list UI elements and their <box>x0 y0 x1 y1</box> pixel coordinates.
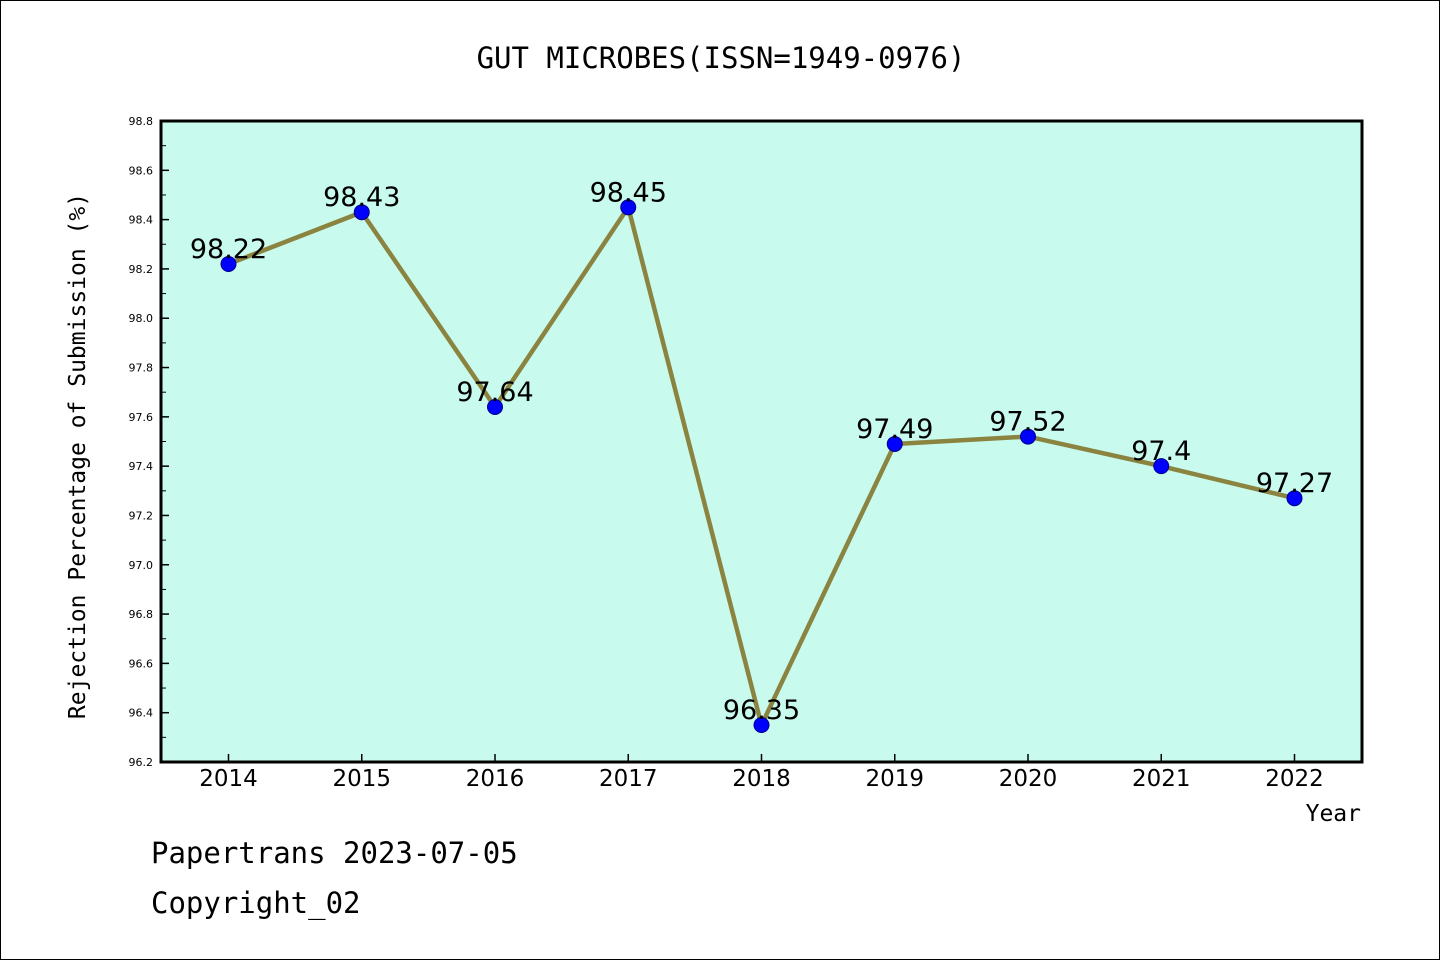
y-tick-label: 97.8 <box>129 362 154 375</box>
footer-date-text: Papertrans 2023-07-05 <box>151 836 518 870</box>
data-label: 98.43 <box>323 182 400 213</box>
series-group: 98.22 98.43 97.64 98.45 96.35 97.49 97.52 97.4 9… <box>190 177 1333 734</box>
data-label: 97.64 <box>456 377 533 408</box>
y-tick-label: 97.4 <box>129 460 154 473</box>
x-tick-label: 2016 <box>466 766 525 792</box>
y-tick-label: 96.8 <box>129 608 154 621</box>
y-tick-label: 98.6 <box>129 164 154 177</box>
y-tick-label: 97.6 <box>129 411 154 424</box>
data-label: 98.45 <box>590 177 667 208</box>
x-tick-label: 2019 <box>865 766 924 792</box>
footer-copyright-text: Copyright_02 <box>151 886 361 920</box>
y-tick-label: 98.4 <box>129 214 154 227</box>
data-label: 97.4 <box>1131 436 1191 467</box>
data-point <box>1286 490 1303 507</box>
x-tick-label: 2015 <box>332 766 391 792</box>
y-tick-label: 98.0 <box>129 312 154 325</box>
data-point <box>487 398 503 415</box>
x-tick-label: 2018 <box>732 766 791 792</box>
x-tick-label: 2022 <box>1265 766 1324 792</box>
x-axis-label: Year <box>1306 801 1361 827</box>
x-tick-label: 2017 <box>599 766 658 792</box>
y-axis-label: Rejection Percentage of Submission (%) <box>65 193 91 719</box>
x-tick-label: 2020 <box>999 766 1058 792</box>
data-label: 96.35 <box>723 695 800 726</box>
data-point <box>753 717 770 734</box>
data-point <box>1020 428 1036 445</box>
x-tick-label: 2014 <box>199 766 258 792</box>
y-tick-label: 98.2 <box>129 263 154 276</box>
y-tick-label: 96.2 <box>129 756 154 769</box>
y-tick-label: 96.6 <box>129 657 154 670</box>
data-point <box>353 204 370 221</box>
data-point <box>620 199 637 216</box>
data-label: 97.49 <box>856 414 933 445</box>
plot-area <box>159 119 1364 764</box>
data-label: 97.27 <box>1256 468 1333 499</box>
data-point <box>1153 458 1170 475</box>
x-axis: 2014 2015 2016 2017 2018 2019 2020 2021 2022 <box>199 754 1324 792</box>
chart-title: GUT MICROBES(ISSN=1949-0976) <box>477 41 966 75</box>
data-label: 97.52 <box>989 407 1066 438</box>
data-label: 98.22 <box>190 234 267 265</box>
data-point <box>220 255 237 272</box>
x-tick-label: 2021 <box>1132 766 1191 792</box>
y-axis: 96.2 96.4 96.6 96.8 97.0 97.2 97.4 97.6 97.8 98.0… <box>129 115 169 769</box>
data-point <box>886 435 903 452</box>
y-tick-label: 98.8 <box>129 115 154 128</box>
y-tick-label: 97.2 <box>129 509 154 522</box>
y-tick-label: 97.0 <box>129 559 154 572</box>
y-tick-label: 96.4 <box>129 707 154 720</box>
